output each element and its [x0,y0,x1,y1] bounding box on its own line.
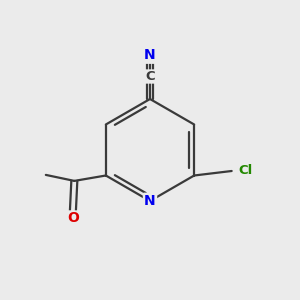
Text: N: N [144,194,156,208]
Text: Cl: Cl [238,164,253,177]
Text: O: O [67,212,79,225]
Text: N: N [144,49,156,62]
Text: C: C [145,70,155,83]
